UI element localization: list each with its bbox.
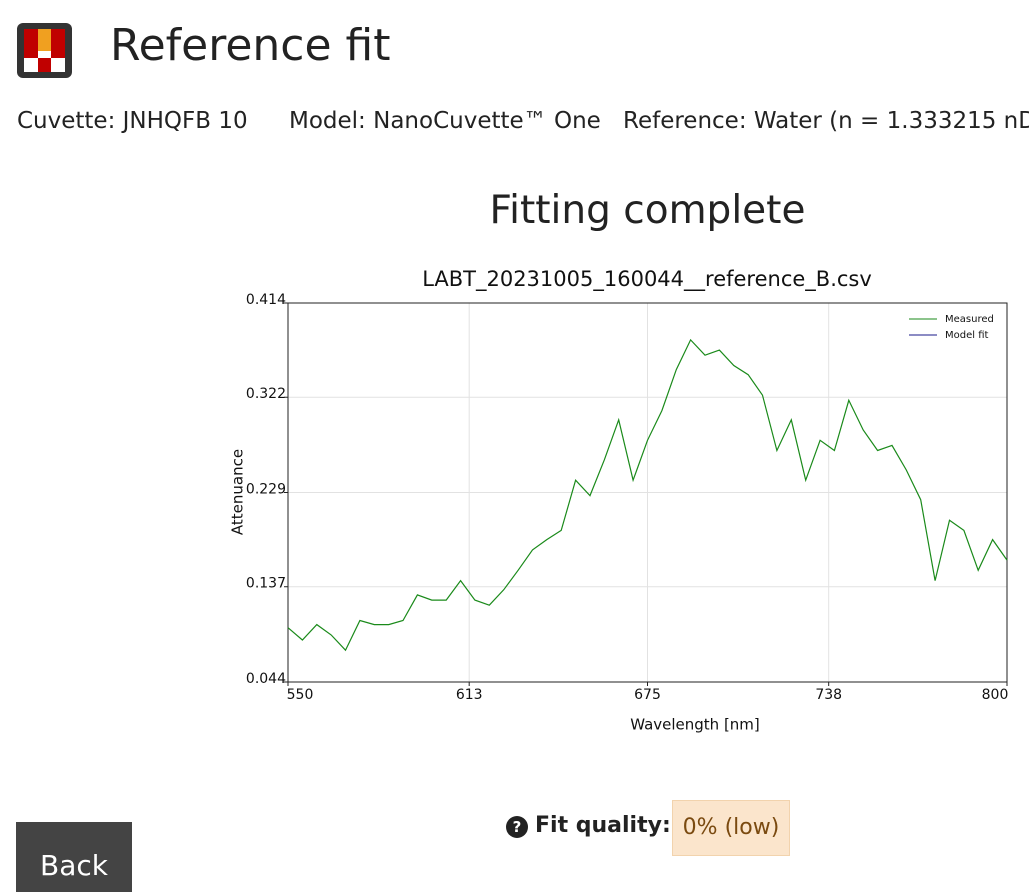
legend-label: Model fit [945,330,989,341]
x-axis-label: Wavelength [nm] [630,716,760,734]
y-tick-label: 0.137 [246,576,286,592]
legend-label: Measured [945,314,994,325]
fit-quality-value: 0% (low) [672,800,790,856]
y-tick-label: 0.414 [246,292,286,308]
back-button[interactable]: Back [16,822,132,892]
plot-frame [287,302,1008,683]
y-axis-label: Attenuance [230,449,247,535]
x-tick-label: 675 [634,687,661,703]
cuvette-info: Cuvette: JNHQFB 10 [17,108,248,134]
page-title: Reference fit [110,20,391,71]
reference-info: Reference: Water (n = 1.333215 nD) [623,108,1029,134]
x-tick-label: 738 [815,687,842,703]
data-line [287,338,1008,652]
chart-title: LABT_20231005_160044__reference_B.csv [422,267,872,292]
fit-quality-label: Fit quality: [535,813,671,838]
x-tick-label: 800 [982,687,1009,703]
help-icon[interactable]: ? [505,815,529,839]
chart: LABT_20231005_160044__reference_B.csv Wa… [230,267,1009,734]
status-heading: Fitting complete [489,188,806,233]
x-tick-label: 613 [456,687,483,703]
model-info: Model: NanoCuvette™ One [289,108,601,134]
y-tick-label: 0.322 [246,386,286,402]
page: Reference fit Cuvette: JNHQFB 10 Model: … [16,20,1029,892]
svg-text:?: ? [513,818,522,836]
app-icon [17,23,72,78]
y-tick-label: 0.044 [246,671,286,687]
y-tick-label: 0.229 [246,482,286,498]
x-tick-label: 550 [287,687,314,703]
